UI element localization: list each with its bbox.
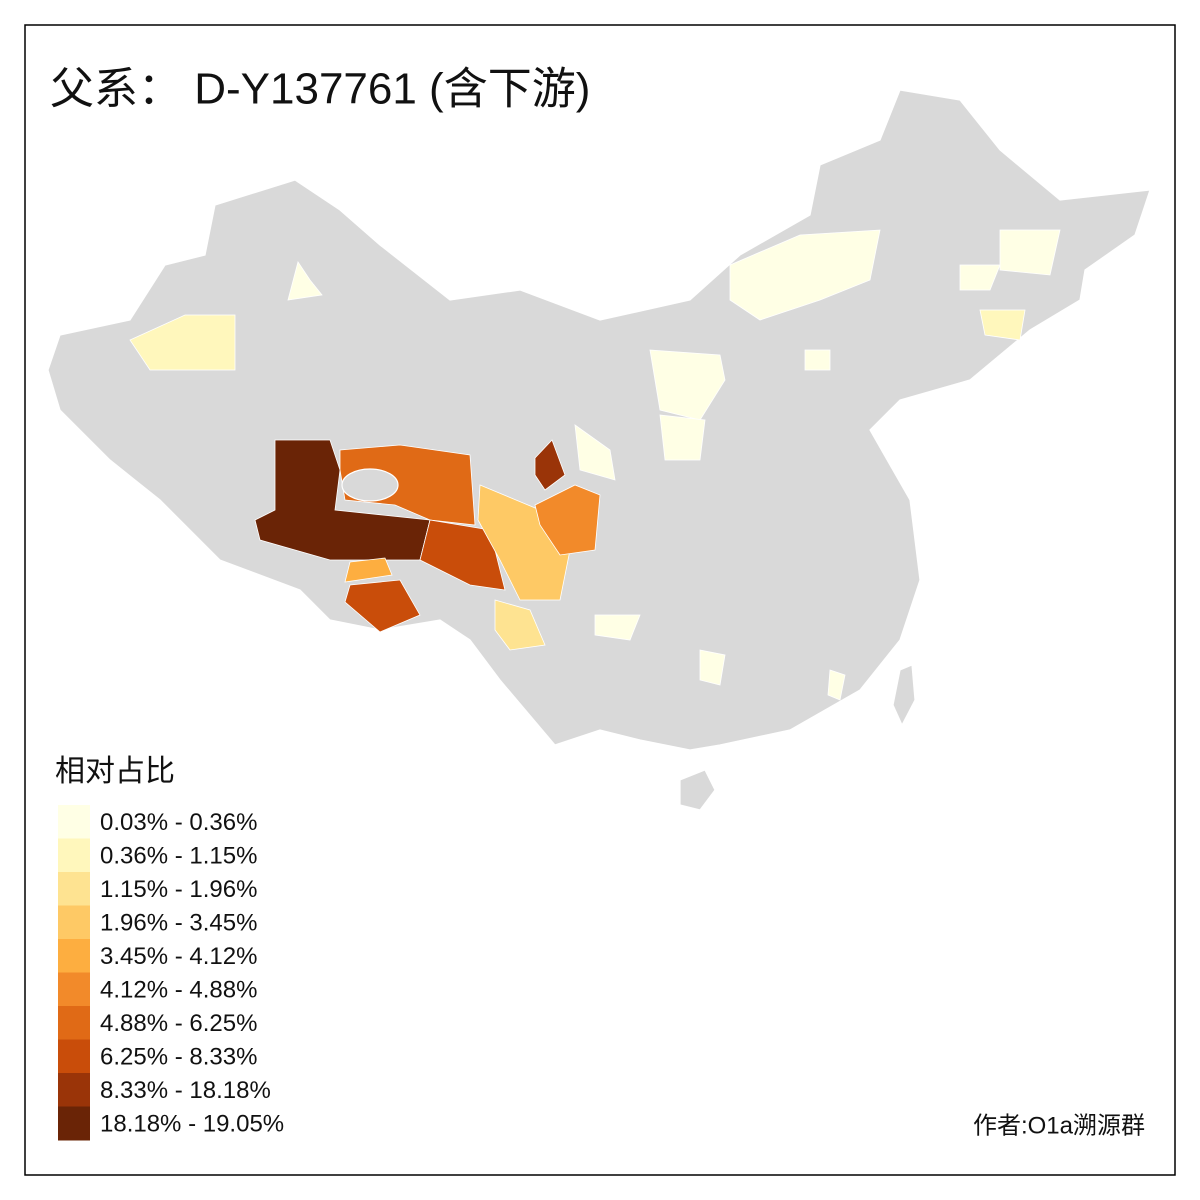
legend-label: 0.36% - 1.15% [100, 843, 257, 870]
region [419, 519, 506, 591]
region [287, 261, 323, 301]
legend-label: 4.12% - 4.88% [100, 977, 257, 1004]
legend-swatch [58, 1073, 90, 1107]
region [729, 229, 881, 321]
map-title: 父系： D-Y137761 (含下游) [50, 65, 590, 114]
legend-label: 18.18% - 19.05% [100, 1111, 284, 1138]
region [999, 229, 1061, 276]
lake [341, 468, 399, 502]
legend-label: 8.33% - 18.18% [100, 1077, 271, 1104]
region [594, 614, 641, 641]
legend-swatch [58, 939, 90, 973]
region [574, 424, 616, 481]
region [659, 414, 706, 461]
legend-swatch [58, 1106, 90, 1141]
region [827, 669, 846, 701]
legend-swatch [58, 1006, 90, 1040]
hainan [679, 769, 716, 811]
legend-swatch [58, 1039, 90, 1074]
region [344, 557, 393, 583]
legend-swatch [58, 872, 90, 906]
legend-swatch [58, 838, 90, 873]
region [699, 649, 726, 686]
legend-label: 1.96% - 3.45% [100, 910, 257, 937]
legend-swatch [58, 805, 90, 839]
legend-label: 4.88% - 6.25% [100, 1010, 257, 1037]
legend-label: 3.45% - 4.12% [100, 943, 257, 970]
legend-label: 0.03% - 0.36% [100, 809, 257, 836]
region [959, 264, 1001, 291]
region [979, 309, 1026, 341]
region [804, 349, 831, 371]
legend-label: 1.15% - 1.96% [100, 876, 257, 903]
region [494, 599, 546, 651]
region [649, 349, 726, 421]
taiwan [892, 664, 916, 727]
region [534, 439, 566, 491]
region [344, 579, 421, 633]
legend-label: 6.25% - 8.33% [100, 1044, 257, 1071]
legend-swatch [58, 972, 90, 1007]
map [47, 89, 1151, 811]
legend-swatch [58, 905, 90, 940]
author-credit: 作者:O1a溯源群 [973, 1112, 1145, 1139]
region [254, 439, 431, 561]
legend: 0.03% - 0.36% 0.36% - 1.15% 1.15% - 1.96% 1… [58, 805, 284, 1141]
region [129, 314, 236, 371]
region [534, 484, 601, 556]
legend-title: 相对占比 [55, 755, 175, 788]
